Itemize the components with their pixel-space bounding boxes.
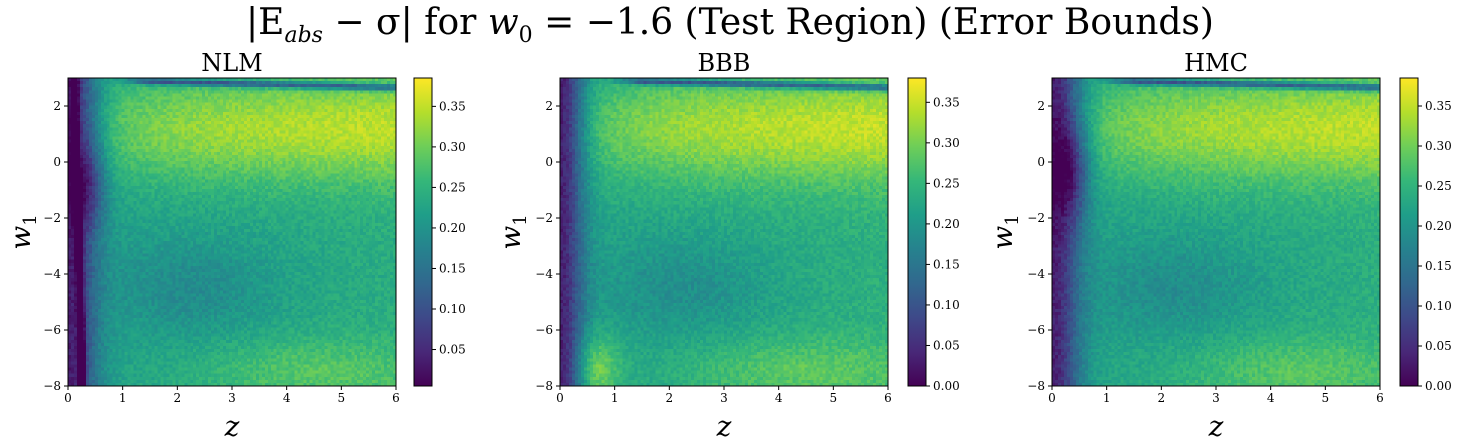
x-tick-label: 3 (1212, 391, 1220, 405)
colorbar-tick-label: 0.35 (1425, 99, 1452, 113)
x-tick-label: 0 (64, 391, 72, 405)
colorbar-tick-label: 0.05 (933, 338, 960, 352)
colorbar-tick-label: 0.15 (1425, 259, 1452, 273)
y-tick-label: 2 (53, 99, 61, 113)
panel-title: NLM (201, 49, 263, 77)
colorbar-tick-label: 0.30 (1425, 139, 1452, 153)
x-tick-label: 0 (556, 391, 564, 405)
x-tick-label: 3 (720, 391, 728, 405)
colorbar-tick-label: 0.20 (1425, 219, 1452, 233)
colorbar-tick-label: 0.00 (1425, 379, 1452, 393)
x-tick-label: 2 (666, 391, 674, 405)
y-tick-label: −6 (535, 323, 553, 337)
x-tick-label: 2 (1158, 391, 1166, 405)
colorbar-tick-label: 0.25 (933, 176, 960, 190)
y-tick-label: −8 (535, 379, 553, 393)
x-tick-label: 1 (119, 391, 127, 405)
x-tick-label: 5 (338, 391, 346, 405)
x-tick-label: 4 (1267, 391, 1275, 405)
colorbar-tick-label: 0.25 (439, 180, 466, 194)
x-tick-label: 1 (1103, 391, 1111, 405)
title-w: w (487, 2, 519, 43)
colorbar-tick-label: 0.15 (439, 261, 466, 275)
panel-title: BBB (698, 49, 751, 77)
heatmap-cells (560, 78, 888, 386)
heatmap-panel-nlm: NLM 0 1 2 3 4 5 6 −8 −6 −4 −2 0 2 z w1 0.05 0.10 0.15 0.20 0… (4, 49, 466, 443)
colorbar-tick-label: 0.30 (933, 136, 960, 150)
y-tick-label: 0 (545, 155, 553, 169)
colorbar-tick-label: 0.35 (933, 95, 960, 109)
colorbar-tick-label: 0.20 (439, 221, 466, 235)
x-axis-label: z (1208, 410, 1224, 443)
heatmap-panel-bbb: BBB 0 1 2 3 4 5 6 −8 −6 −4 −2 0 2 z w1 0.00 0.05 0.10 0.15 0… (494, 49, 960, 443)
y-tick-label: −4 (1027, 267, 1045, 281)
x-tick-label: 4 (283, 391, 291, 405)
colorbar-tick-label: 0.00 (933, 379, 960, 393)
colorbar-tick-label: 0.10 (439, 302, 466, 316)
colorbar-tick-label: 0.20 (933, 217, 960, 231)
x-tick-label: 3 (228, 391, 236, 405)
x-axis-label: z (716, 410, 732, 443)
y-tick-label: −4 (43, 267, 61, 281)
x-tick-label: 2 (174, 391, 182, 405)
y-tick-label: −8 (1027, 379, 1045, 393)
y-tick-label: −2 (43, 211, 61, 225)
y-tick-label: −6 (1027, 323, 1045, 337)
colorbar-tick-label: 0.25 (1425, 179, 1452, 193)
y-tick-label: −8 (43, 379, 61, 393)
title-w-sub: 0 (518, 23, 533, 49)
title-lhs: |E (246, 2, 285, 43)
x-tick-label: 0 (1048, 391, 1056, 405)
y-tick-label: −6 (43, 323, 61, 337)
y-tick-label: −2 (535, 211, 553, 225)
x-tick-label: 4 (775, 391, 783, 405)
panel-title: HMC (1184, 49, 1248, 77)
x-tick-label: 6 (1376, 391, 1384, 405)
colorbar (1399, 77, 1419, 387)
colorbar (907, 77, 927, 387)
colorbar-tick-label: 0.05 (1425, 339, 1452, 353)
y-tick-label: 2 (1037, 99, 1045, 113)
figure-title: |Eabs − σ| for w0 = −1.6 (Test Region) (… (0, 2, 1460, 48)
y-axis-label: w1 (986, 214, 1023, 249)
title-mid: − σ| for (322, 2, 488, 43)
x-tick-label: 6 (884, 391, 892, 405)
x-axis-label: z (224, 410, 240, 443)
colorbar-tick-label: 0.10 (933, 298, 960, 312)
x-tick-label: 1 (611, 391, 619, 405)
x-tick-label: 5 (1322, 391, 1330, 405)
y-tick-label: 0 (53, 155, 61, 169)
y-tick-label: −2 (1027, 211, 1045, 225)
heatmap-cells (68, 78, 396, 386)
title-lhs-sub: abs (284, 23, 323, 49)
colorbar-tick-label: 0.05 (439, 343, 466, 357)
x-tick-label: 5 (830, 391, 838, 405)
colorbar-tick-label: 0.35 (439, 99, 466, 113)
colorbar-tick-label: 0.10 (1425, 299, 1452, 313)
y-axis-label: w1 (494, 214, 531, 249)
y-axis-label: w1 (4, 214, 41, 249)
title-rhs: = −1.6 (Test Region) (Error Bounds) (532, 2, 1214, 43)
y-tick-label: 0 (1037, 155, 1045, 169)
heatmap-cells (1052, 78, 1380, 386)
y-tick-label: −4 (535, 267, 553, 281)
heatmap-panel-hmc: HMC 0 1 2 3 4 5 6 −8 −6 −4 −2 0 2 z w1 0.00 0.05 0.10 0.15 0… (986, 49, 1452, 443)
y-tick-label: 2 (545, 99, 553, 113)
colorbar-tick-label: 0.30 (439, 140, 466, 154)
colorbar (413, 77, 433, 387)
colorbar-tick-label: 0.15 (933, 257, 960, 271)
x-tick-label: 6 (392, 391, 400, 405)
